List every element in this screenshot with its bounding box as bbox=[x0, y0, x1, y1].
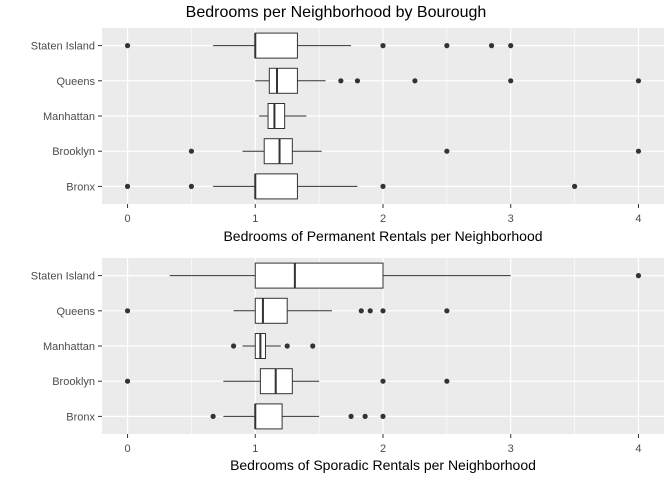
box-queens bbox=[255, 67, 642, 94]
x-tick-label: 1 bbox=[252, 213, 258, 225]
outlier-point bbox=[412, 78, 418, 84]
outlier-point bbox=[380, 183, 386, 189]
outlier-point bbox=[508, 43, 514, 49]
outlier-point bbox=[367, 308, 373, 314]
outlier-point bbox=[210, 413, 216, 419]
y-tick-label: Staten Island bbox=[31, 41, 95, 53]
outlier-point bbox=[380, 378, 386, 384]
outlier-point bbox=[488, 43, 495, 49]
interquartile-box bbox=[254, 297, 288, 324]
outlier-point bbox=[444, 43, 450, 49]
box-manhattan bbox=[259, 103, 307, 129]
x-tick-label: 4 bbox=[635, 213, 641, 225]
outlier-point bbox=[380, 43, 386, 49]
outlier-point bbox=[124, 308, 131, 314]
box-staten-island bbox=[124, 32, 514, 59]
outlier-point bbox=[188, 183, 195, 189]
y-tick-label: Manhattan bbox=[43, 111, 95, 123]
y-tick-label: Brooklyn bbox=[52, 146, 95, 158]
outlier-point bbox=[124, 43, 131, 49]
sporadic-rentals-panel: Staten Island Queens Manhattan Brooklyn Bron… bbox=[31, 258, 664, 473]
outlier-point bbox=[284, 343, 290, 349]
x-tick-label: 2 bbox=[380, 443, 386, 455]
box-bronx bbox=[210, 403, 386, 430]
interquartile-box bbox=[254, 32, 298, 59]
outlier-point bbox=[230, 343, 237, 349]
outlier-point bbox=[571, 183, 578, 189]
outlier-point bbox=[124, 183, 131, 189]
x-tick-label: 2 bbox=[380, 213, 386, 225]
x-tick-label: 0 bbox=[124, 213, 130, 225]
outlier-point bbox=[444, 148, 450, 154]
interquartile-box bbox=[267, 103, 286, 129]
interquartile-box bbox=[263, 138, 293, 165]
outlier-point bbox=[635, 273, 642, 279]
outlier-point bbox=[635, 78, 642, 84]
outlier-point bbox=[380, 308, 386, 314]
x-tick-label: 0 bbox=[124, 443, 130, 455]
x-tick-label: 4 bbox=[635, 443, 641, 455]
interquartile-box bbox=[254, 403, 283, 430]
outlier-point bbox=[310, 343, 316, 349]
interquartile-box bbox=[268, 67, 298, 94]
x-tick-label: 1 bbox=[252, 443, 258, 455]
outlier-point bbox=[348, 413, 354, 419]
y-tick-label: Brooklyn bbox=[52, 376, 95, 388]
outlier-point bbox=[188, 148, 195, 154]
y-tick-label: Queens bbox=[56, 306, 95, 318]
x-tick-label: 3 bbox=[508, 443, 514, 455]
box-queens bbox=[124, 297, 450, 324]
interquartile-box bbox=[254, 173, 298, 200]
permanent-rentals-panel: Staten Island Queens Manhattan Brooklyn Bron… bbox=[31, 28, 664, 244]
y-tick-label: Queens bbox=[56, 76, 95, 88]
outlier-point bbox=[380, 413, 386, 419]
box-brooklyn bbox=[188, 138, 642, 165]
x-tick-label: 3 bbox=[508, 213, 514, 225]
outlier-point bbox=[358, 308, 364, 314]
outlier-point bbox=[338, 78, 344, 84]
x-axis-label: Bedrooms of Permanent Rentals per Neighb… bbox=[223, 228, 542, 244]
chart-title: Bedrooms per Neighborhood by Bourough bbox=[186, 4, 487, 21]
outlier-point bbox=[362, 413, 368, 419]
y-tick-label: Bronx bbox=[66, 411, 95, 423]
interquartile-box bbox=[254, 262, 384, 289]
outlier-point bbox=[508, 78, 514, 84]
outlier-point bbox=[354, 78, 361, 84]
y-tick-label: Staten Island bbox=[31, 271, 95, 283]
box-bronx bbox=[124, 173, 578, 200]
outlier-point bbox=[635, 148, 642, 154]
outlier-point bbox=[444, 378, 450, 384]
box-brooklyn bbox=[124, 368, 450, 395]
y-tick-label: Manhattan bbox=[43, 341, 95, 353]
outlier-point bbox=[444, 308, 450, 314]
y-tick-label: Bronx bbox=[66, 181, 95, 193]
outlier-point bbox=[124, 378, 131, 384]
x-axis-label: Bedrooms of Sporadic Rentals per Neighbo… bbox=[230, 457, 536, 473]
box-manhattan bbox=[230, 333, 316, 359]
box-staten-island bbox=[169, 262, 642, 289]
